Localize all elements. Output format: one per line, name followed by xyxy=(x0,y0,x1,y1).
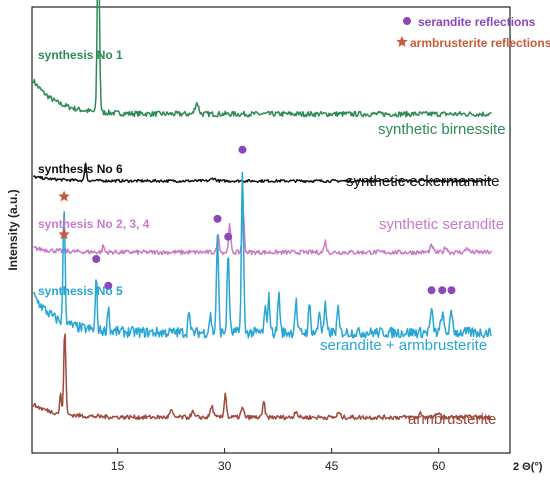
series-name-label: serandite + armbrusterite xyxy=(320,337,487,354)
series-name-label: synthetic birnessite xyxy=(378,121,506,138)
y-axis-label: Intensity (a.u.) xyxy=(6,189,20,270)
serandite-marker xyxy=(224,232,233,241)
series-line xyxy=(32,171,492,339)
series-line xyxy=(32,162,492,184)
synthesis-label: synthesis No 2, 3, 4 xyxy=(38,217,150,231)
plot-frame xyxy=(31,6,511,454)
x-axis-label: 2 Θ(°) xyxy=(513,461,543,473)
legend: serandite reflections armbrusterite refle… xyxy=(396,15,550,50)
synthesis-label: synthesis No 6 xyxy=(38,162,123,176)
legend-circle-icon xyxy=(403,17,411,25)
series-line xyxy=(32,333,492,421)
legend-armbrusterite-label: armbrusterite reflections xyxy=(410,36,550,50)
synthesis-label: synthesis No 5 xyxy=(38,284,123,298)
serandite-marker xyxy=(447,286,456,295)
serandite-marker xyxy=(427,286,436,295)
series-name-label: synthetic eckermannite xyxy=(346,173,499,190)
series-name-label: armbrusterite xyxy=(408,411,496,428)
series-line xyxy=(32,0,492,118)
serandite-marker xyxy=(213,214,222,223)
armbrusterite-marker xyxy=(58,190,70,202)
serandite-marker xyxy=(104,281,113,290)
series-layer xyxy=(32,0,493,421)
serandite-marker xyxy=(438,286,447,295)
synthesis-label: synthesis No 1 xyxy=(38,48,123,62)
axes: 15 30 45 60 2 Θ(°) Intensity (a.u.) xyxy=(6,6,543,473)
marker-layer xyxy=(58,145,456,295)
x-tick-label: 30 xyxy=(218,459,232,473)
series-name-label: synthetic serandite xyxy=(379,216,504,233)
label-layer: synthetic birnessite synthesis No 1 synthe… xyxy=(38,48,506,428)
legend-serandite-label: serandite reflections xyxy=(418,15,536,29)
serandite-marker xyxy=(92,254,101,263)
x-tick-label: 60 xyxy=(432,459,446,473)
x-tick-label: 45 xyxy=(325,459,339,473)
armbrusterite-marker xyxy=(58,228,70,240)
legend-star-icon xyxy=(396,36,408,47)
x-tick-label: 15 xyxy=(111,459,125,473)
series-line xyxy=(33,210,493,256)
serandite-marker xyxy=(238,145,247,154)
